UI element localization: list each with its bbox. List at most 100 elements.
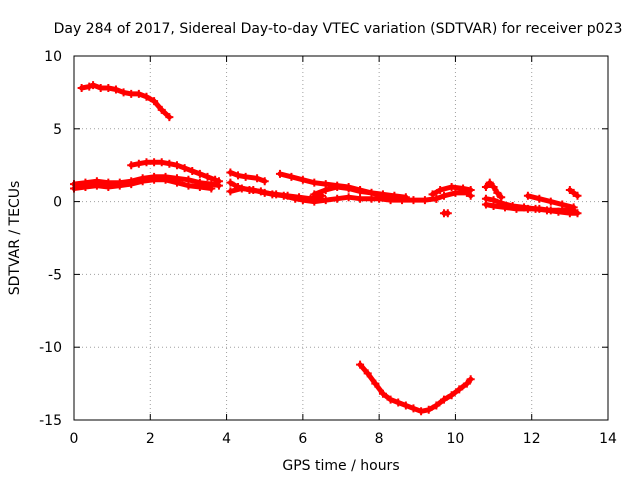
data-point-marker bbox=[226, 187, 235, 196]
x-tick-label: 4 bbox=[222, 431, 231, 447]
data-point-marker bbox=[150, 175, 159, 184]
plot-frame bbox=[73, 55, 609, 421]
data-point-marker bbox=[150, 158, 159, 167]
data-point-marker bbox=[260, 177, 269, 186]
data-point-marker bbox=[501, 203, 510, 212]
x-tick-label: 12 bbox=[523, 431, 541, 447]
data-point-marker bbox=[92, 181, 101, 190]
data-point-marker bbox=[172, 178, 181, 187]
data-point-marker bbox=[432, 401, 441, 410]
data-point-marker bbox=[424, 405, 433, 414]
y-tick-label: -15 bbox=[39, 413, 62, 429]
data-point-marker bbox=[371, 379, 380, 388]
series-arc-o bbox=[481, 178, 506, 202]
data-point-marker bbox=[558, 200, 567, 209]
data-point-marker bbox=[436, 185, 445, 194]
data-point-marker bbox=[363, 369, 372, 378]
data-point-marker bbox=[184, 181, 193, 190]
data-point-marker bbox=[134, 159, 143, 168]
data-point-marker bbox=[283, 191, 292, 200]
data-point-marker bbox=[432, 194, 441, 203]
data-point-marker bbox=[81, 183, 90, 192]
series-arc-c bbox=[70, 175, 216, 193]
data-point-marker bbox=[85, 82, 94, 91]
data-point-marker bbox=[272, 190, 281, 199]
data-point-marker bbox=[214, 177, 223, 186]
y-tick-label: -10 bbox=[39, 340, 62, 356]
data-point-marker bbox=[333, 194, 342, 203]
series-arc-j bbox=[428, 183, 475, 199]
data-point-marker bbox=[127, 161, 136, 170]
data-point-marker bbox=[367, 188, 376, 197]
series-arc-i bbox=[310, 183, 410, 202]
gridlines bbox=[74, 56, 608, 420]
data-point-marker bbox=[295, 193, 304, 202]
data-point-marker bbox=[497, 193, 506, 202]
data-point-marker bbox=[409, 404, 418, 413]
data-point-marker bbox=[203, 172, 212, 181]
series-arc-r bbox=[356, 360, 475, 416]
data-point-marker bbox=[310, 190, 319, 199]
data-point-marker bbox=[306, 194, 315, 203]
x-tick-label: 6 bbox=[298, 431, 307, 447]
data-point-marker bbox=[485, 178, 494, 187]
series-arc-g bbox=[226, 168, 269, 186]
data-point-marker bbox=[546, 197, 555, 206]
y-axis-label: SDTVAR / TECUs bbox=[7, 181, 23, 296]
data-point-marker bbox=[115, 181, 124, 190]
data-point-marker bbox=[462, 379, 471, 388]
series-arc-l bbox=[439, 209, 452, 218]
data-point-marker bbox=[249, 185, 258, 194]
data-point-marker bbox=[512, 204, 521, 213]
data-point-marker bbox=[188, 167, 197, 176]
data-point-marker bbox=[310, 178, 319, 187]
data-point-marker bbox=[207, 184, 216, 193]
data-point-marker bbox=[447, 183, 456, 192]
data-point-marker bbox=[226, 168, 235, 177]
data-point-marker bbox=[287, 172, 296, 181]
data-point-marker bbox=[451, 188, 460, 197]
data-point-marker bbox=[119, 88, 128, 97]
data-point-marker bbox=[195, 183, 204, 192]
data-point-marker bbox=[150, 97, 159, 106]
data-point-marker bbox=[390, 191, 399, 200]
data-point-marker bbox=[134, 89, 143, 98]
data-point-marker bbox=[428, 190, 437, 199]
tick-labels: 0 2 4 6 8 10 12 14 -15 -10 -5 0 5 10 bbox=[39, 49, 617, 447]
data-point-marker bbox=[523, 191, 532, 200]
data-point-marker bbox=[356, 360, 365, 369]
data-point-marker bbox=[466, 375, 475, 384]
data-point-marker bbox=[321, 196, 330, 205]
data-point-marker bbox=[569, 203, 578, 212]
data-point-marker bbox=[394, 398, 403, 407]
axis-ticks bbox=[73, 55, 609, 421]
data-point-marker bbox=[111, 85, 120, 94]
data-point-marker bbox=[344, 193, 353, 202]
data-point-marker bbox=[443, 209, 452, 218]
data-point-marker bbox=[356, 187, 365, 196]
y-tick-label: -5 bbox=[48, 267, 62, 283]
data-point-marker bbox=[260, 188, 269, 197]
data-point-marker bbox=[481, 200, 490, 209]
data-point-marker bbox=[401, 193, 410, 202]
data-point-marker bbox=[104, 84, 113, 93]
data-point-marker bbox=[447, 391, 456, 400]
y-tick-label: 0 bbox=[53, 195, 62, 211]
series-arc-p bbox=[523, 191, 578, 212]
x-tick-label: 14 bbox=[599, 431, 617, 447]
data-point-marker bbox=[157, 158, 166, 167]
chart-title: Day 284 of 2017, Sidereal Day-to-day VTE… bbox=[54, 21, 623, 37]
data-point-marker bbox=[241, 172, 250, 181]
data-point-marker bbox=[234, 171, 243, 180]
series-arc-a bbox=[77, 81, 174, 122]
data-point-marker bbox=[439, 395, 448, 404]
data-point-marker bbox=[481, 183, 490, 192]
data-point-marker bbox=[161, 175, 170, 184]
data-point-marker bbox=[195, 169, 204, 178]
data-point-marker bbox=[138, 177, 147, 186]
data-point-marker bbox=[523, 204, 532, 213]
series-arc-n bbox=[481, 200, 578, 215]
data-point-marker bbox=[157, 105, 166, 114]
data-point-marker bbox=[127, 180, 136, 189]
